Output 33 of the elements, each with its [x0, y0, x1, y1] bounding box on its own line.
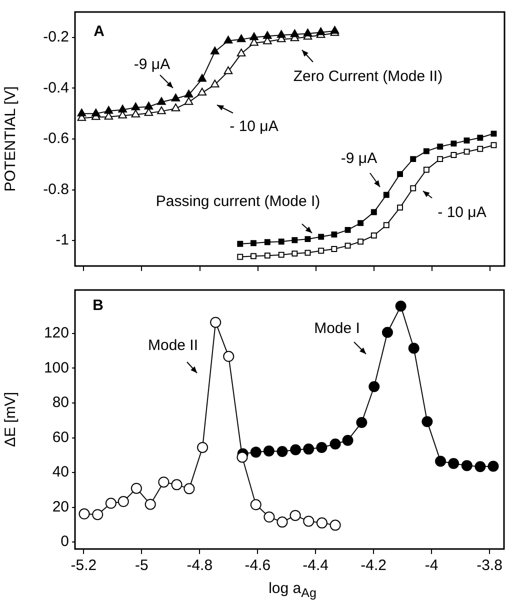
annotation: B: [92, 297, 104, 314]
x-tick-label: -5.2: [70, 557, 97, 574]
y-tick-label: -0.4: [43, 79, 69, 96]
y-tick-label: 120: [44, 324, 69, 342]
x-tick-label: -4: [424, 557, 438, 574]
annotation: -9 μA: [340, 150, 378, 168]
y-tick-label: 40: [52, 464, 69, 481]
y-axis-title: POTENTIAL [V]: [2, 86, 20, 192]
x-tick-label: -4.6: [244, 557, 271, 574]
annotation: -9 μA: [134, 56, 170, 74]
y-tick-label: 60: [52, 428, 69, 446]
annotation: Zero Current (Mode II): [293, 68, 443, 86]
x-tick-label: -4.8: [186, 557, 213, 574]
annotation: Mode I: [314, 320, 360, 338]
y-tick-label: -0.6: [43, 130, 69, 148]
y-tick-label: 80: [52, 394, 69, 412]
annotation: - 10 μA: [230, 118, 278, 136]
x-tick-label: -4.4: [302, 557, 329, 574]
y-tick-label: 20: [52, 498, 69, 516]
annotation: Mode II: [148, 337, 198, 354]
x-axis-title: log a$_{Ag}$: [268, 579, 318, 602]
x-tick-label: -3.8: [476, 557, 502, 574]
y-tick-label: -0.2: [43, 28, 69, 46]
annotation: A: [94, 23, 105, 40]
x-tick-label: -4.2: [360, 557, 386, 574]
annotation: Passing current (Mode I): [156, 193, 320, 210]
y-tick-label: -1: [56, 232, 69, 249]
y-tick-label: 0: [60, 533, 69, 550]
y-tick-label: -0.8: [43, 180, 69, 198]
y-axis-title: ΔE [mV]: [2, 392, 20, 448]
x-tick-label: -5: [134, 557, 148, 574]
y-tick-label: 100: [44, 359, 69, 376]
annotation: - 10 μA: [438, 204, 486, 222]
